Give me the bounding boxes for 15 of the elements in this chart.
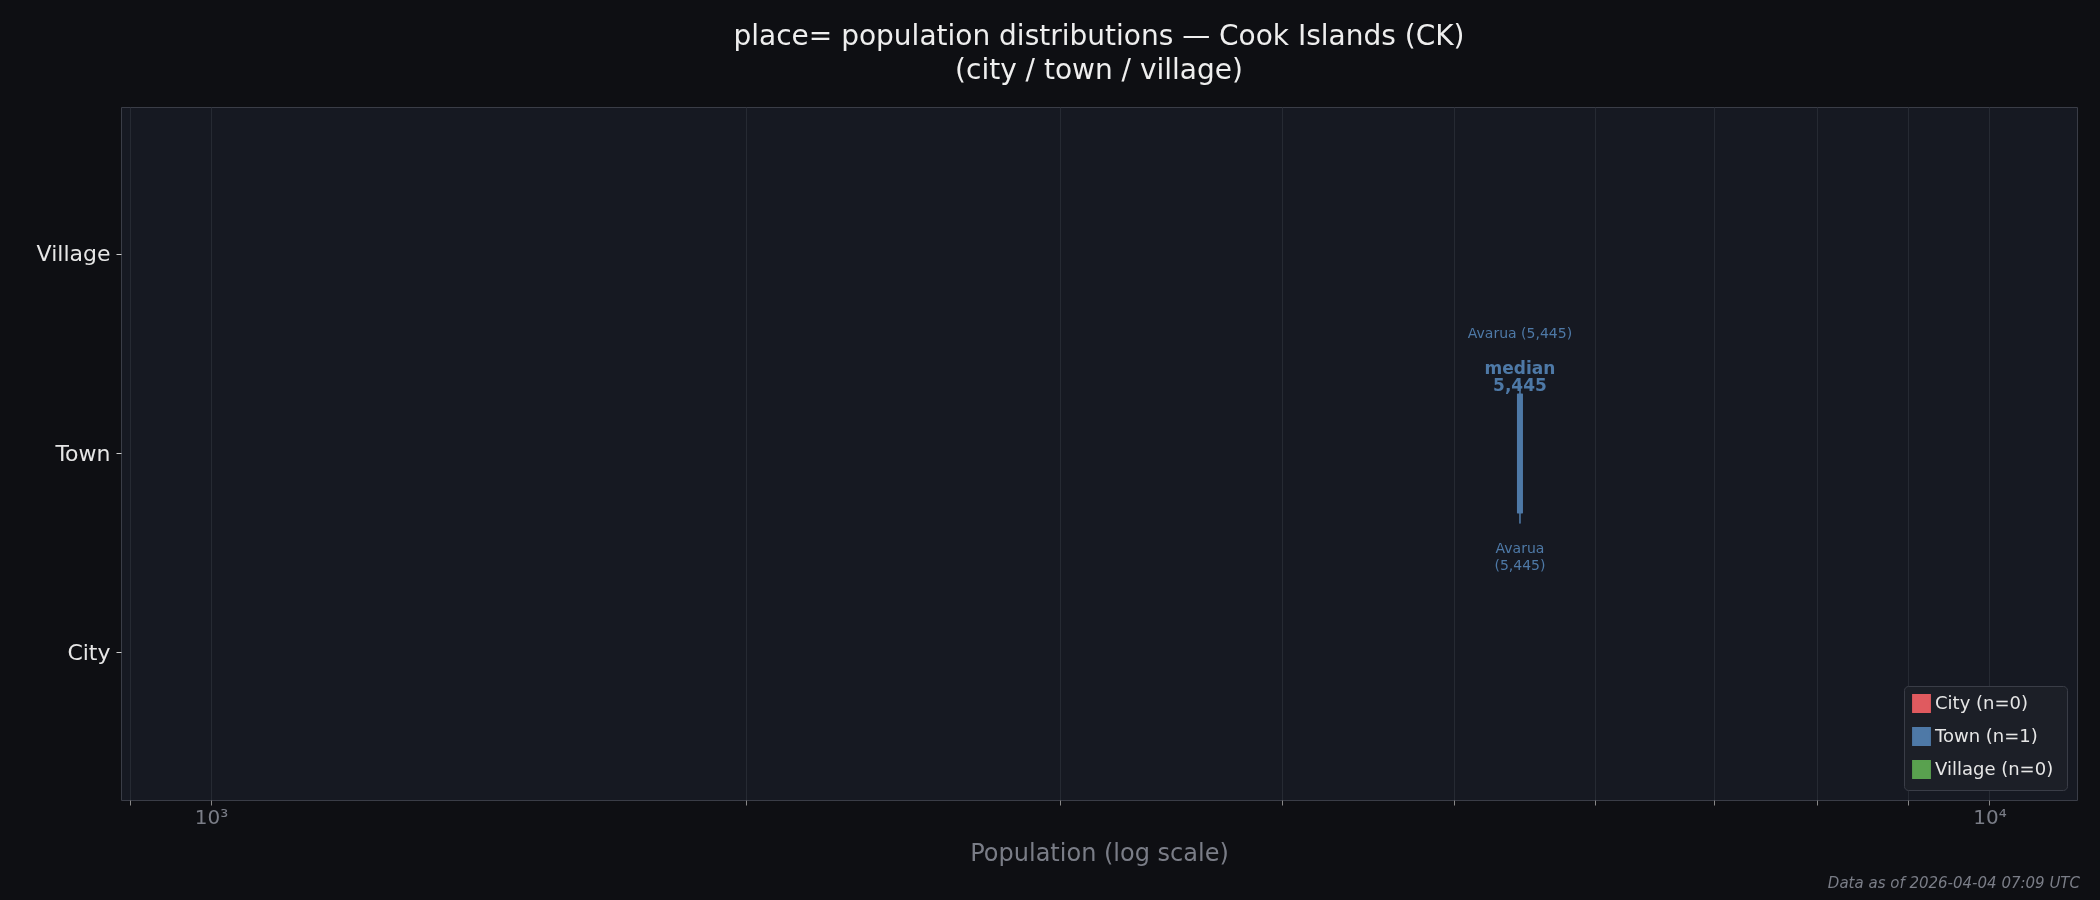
y-tick-label: Village [36,241,111,267]
y-tick-label: Town [54,440,111,466]
legend-label: Town (n=1) [1934,724,2038,746]
x-tick-label: 10⁴ [1973,804,2007,829]
chart-title: place= population distributions — Cook Islands (CK) [733,19,1465,52]
annotation: Avarua (5,445) [1467,324,1573,341]
y-tick-label: City [67,639,111,665]
legend-label: City (n=0) [1935,691,2028,713]
chart-subtitle: (city / town / village) [955,53,1243,86]
text: Data as of 2026-04-04 07:09 UTC [1827,874,2080,892]
annotation: median 5,445 [1484,357,1556,395]
annotation: Avarua (5,445) [1494,539,1546,573]
x-axis-title: Population (log scale) [970,838,1229,867]
x-tick-label: 10³ [194,804,229,829]
legend-label: Village (n=0) [1935,757,2054,779]
